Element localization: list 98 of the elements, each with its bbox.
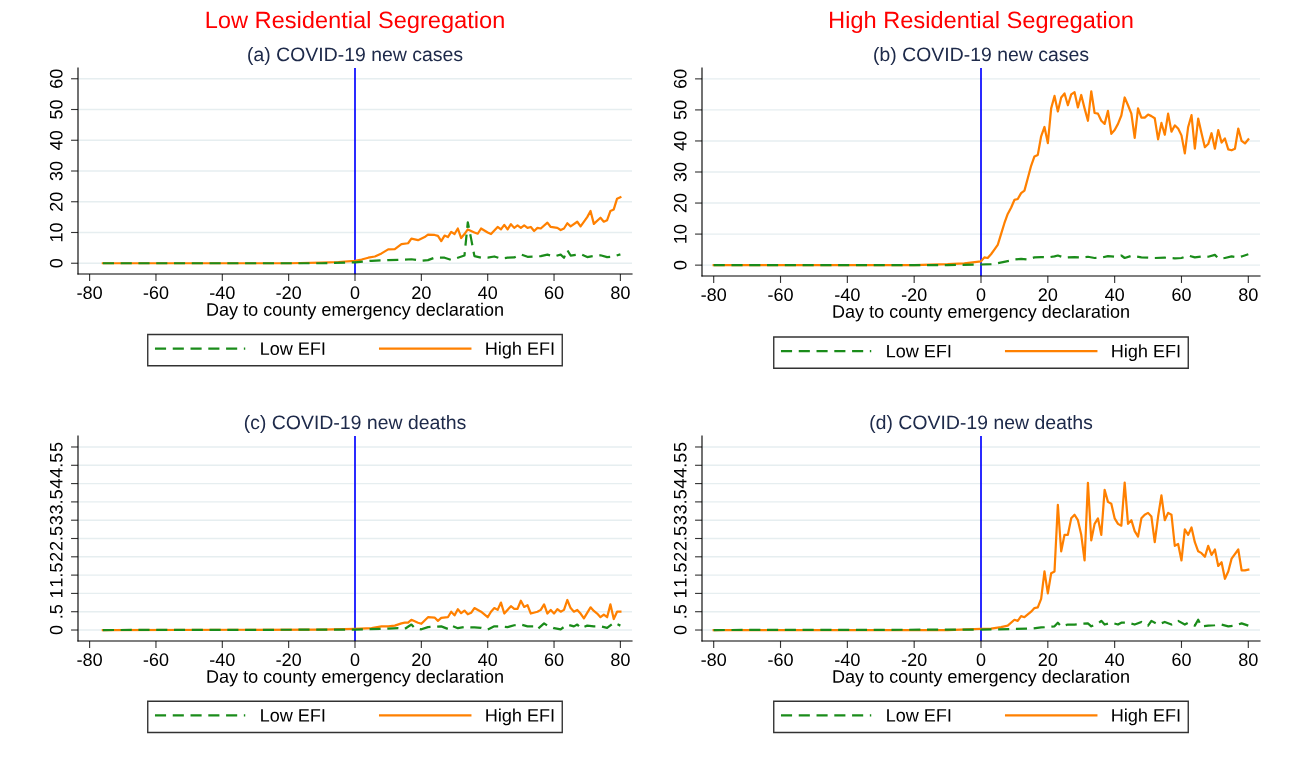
x-tick-label: 80 xyxy=(1239,288,1258,302)
x-tick-label: -80 xyxy=(701,653,727,667)
x-tick-label: -80 xyxy=(77,653,102,667)
x-axis-title: Day to county emergency declaration xyxy=(207,302,503,320)
y-tick-label: 4.5 xyxy=(674,453,687,478)
y-tick-label: 30 xyxy=(49,161,63,181)
y-tick-label: 2 xyxy=(49,552,63,561)
line-series xyxy=(712,481,1250,632)
chart-title: Low Residential Segregation xyxy=(206,11,504,33)
x-tick-label: -60 xyxy=(143,653,169,667)
y-tick-label: 1.5 xyxy=(674,563,687,587)
x-axis-title: Day to county emergency declaration xyxy=(833,669,1129,687)
y-tick-label: 2 xyxy=(673,552,687,561)
y-tick-label: 4.5 xyxy=(50,453,63,478)
x-tick-label: 40 xyxy=(478,286,498,300)
x-tick-label: 20 xyxy=(1038,288,1058,302)
x-tick-label: 60 xyxy=(1172,653,1191,667)
y-tick-label: 60 xyxy=(49,69,63,88)
legend-label: High EFI xyxy=(486,341,554,359)
y-tick-label: 0 xyxy=(673,260,687,270)
x-tick-label: 60 xyxy=(544,286,564,300)
y-tick-label: 5 xyxy=(50,442,63,452)
line-series xyxy=(712,253,1250,267)
chart-title: High Residential Segregation xyxy=(830,11,1133,33)
x-tick-label: -40 xyxy=(210,286,235,300)
x-tick-label: -60 xyxy=(768,288,793,302)
x-tick-label: 20 xyxy=(1038,653,1058,667)
x-axis-title: Day to county emergency declaration xyxy=(833,304,1129,322)
y-tick-label: 0 xyxy=(673,625,687,635)
y-tick-label: 1 xyxy=(674,589,687,598)
line-series xyxy=(712,618,1250,632)
x-axis-title: Day to county emergency declaration xyxy=(207,669,503,687)
y-tick-label: 0 xyxy=(49,258,63,268)
legend-label: Low EFI xyxy=(887,344,951,358)
legend-label: Low EFI xyxy=(261,709,325,722)
x-tick-label: -40 xyxy=(835,653,860,667)
y-tick-label: 60 xyxy=(673,69,687,88)
x-tick-label: 20 xyxy=(412,286,431,300)
legend-label: Low EFI xyxy=(261,342,325,356)
x-tick-label: 80 xyxy=(611,653,630,667)
y-tick-label: 30 xyxy=(673,162,687,182)
x-tick-label: -80 xyxy=(77,286,102,300)
x-tick-label: -20 xyxy=(276,286,301,300)
y-tick-label: 5 xyxy=(674,442,687,452)
y-tick-label: 10 xyxy=(673,224,687,243)
y-tick-label: 50 xyxy=(49,100,63,119)
y-tick-label: 3 xyxy=(673,515,687,525)
x-tick-label: 40 xyxy=(478,653,498,667)
chart-subtitle: (b) COVID-19 new cases xyxy=(874,46,1089,66)
y-tick-label: 4 xyxy=(50,479,63,489)
y-tick-label: .5 xyxy=(50,604,63,618)
y-tick-label: 40 xyxy=(49,130,63,150)
legend-label: High EFI xyxy=(1112,708,1180,726)
x-tick-label: -20 xyxy=(901,653,927,667)
x-tick-label: -80 xyxy=(701,288,727,302)
x-tick-label: 40 xyxy=(1105,653,1124,667)
x-tick-label: 80 xyxy=(1239,653,1258,667)
line-series xyxy=(101,621,622,632)
x-tick-label: 0 xyxy=(350,653,360,667)
chart-subtitle: (a) COVID-19 new cases xyxy=(248,46,463,66)
y-tick-label: 0 xyxy=(49,625,63,635)
x-tick-label: 80 xyxy=(611,286,630,300)
y-tick-label: 3 xyxy=(49,515,63,525)
chart-title: (d) COVID-19 new deaths xyxy=(870,414,1093,434)
x-tick-label: 20 xyxy=(412,653,431,667)
chart-title: (c) COVID-19 new deaths xyxy=(244,414,466,434)
legend-label: High EFI xyxy=(486,708,554,726)
line-series xyxy=(101,598,622,632)
y-tick-label: 20 xyxy=(673,193,687,213)
y-tick-label: 40 xyxy=(673,131,687,151)
x-tick-label: -60 xyxy=(143,286,169,300)
line-series xyxy=(101,196,622,265)
y-tick-label: 50 xyxy=(673,100,687,120)
x-tick-label: -60 xyxy=(768,653,793,667)
x-tick-label: 60 xyxy=(1172,288,1191,302)
y-tick-label: 1.5 xyxy=(50,563,63,587)
y-tick-label: 4 xyxy=(674,479,687,489)
x-tick-label: 0 xyxy=(976,288,986,302)
legend-label: Low EFI xyxy=(887,709,951,722)
y-tick-label: 1 xyxy=(50,589,63,598)
x-tick-label: 0 xyxy=(350,286,360,300)
y-tick-label: .5 xyxy=(674,604,687,618)
x-tick-label: -20 xyxy=(276,653,301,667)
y-tick-label: 2.5 xyxy=(49,526,63,551)
y-tick-label: 10 xyxy=(49,223,63,242)
y-tick-label: 20 xyxy=(49,192,63,211)
x-tick-label: -40 xyxy=(835,288,860,302)
x-tick-label: -40 xyxy=(210,653,235,667)
x-tick-label: 40 xyxy=(1105,288,1124,302)
y-tick-label: 2.5 xyxy=(673,526,687,551)
line-series xyxy=(712,90,1250,267)
legend-label: High EFI xyxy=(1112,344,1180,362)
x-tick-label: 0 xyxy=(976,653,986,667)
y-tick-label: 3.5 xyxy=(49,490,63,514)
y-tick-label: 3.5 xyxy=(673,490,687,514)
line-series xyxy=(101,221,622,265)
x-tick-label: 60 xyxy=(544,653,564,667)
x-tick-label: -20 xyxy=(901,288,927,302)
